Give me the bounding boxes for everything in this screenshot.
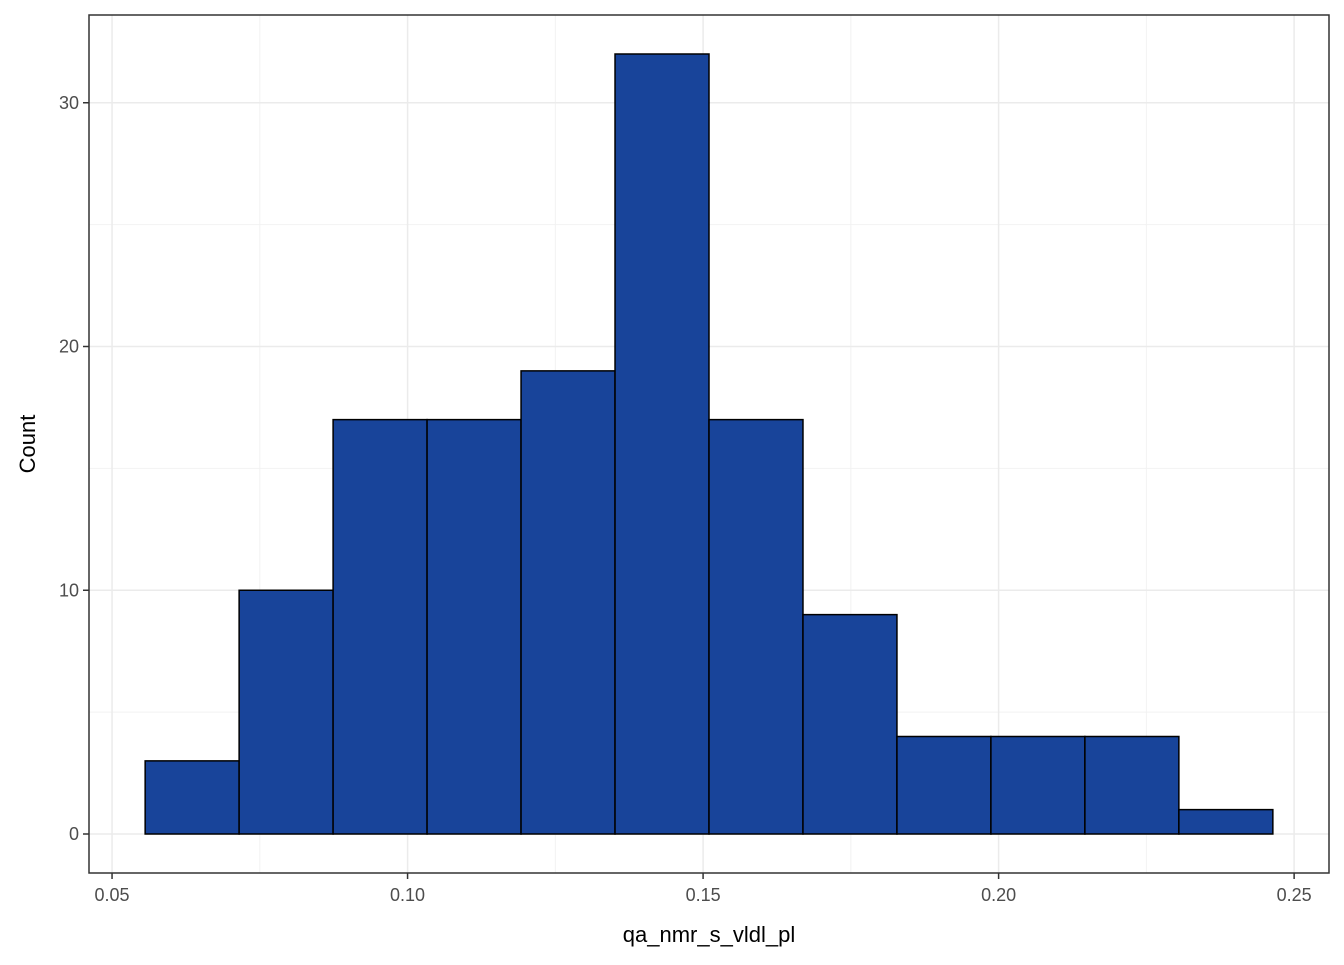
plot-border <box>88 14 1330 874</box>
bar <box>520 370 616 835</box>
bar <box>144 760 240 835</box>
bar <box>708 418 804 835</box>
bar <box>896 735 992 835</box>
y-tick-label: 0 <box>69 824 79 844</box>
bar <box>802 613 898 835</box>
bar <box>238 589 334 835</box>
bar <box>614 53 710 835</box>
y-axis-title: Count <box>15 415 40 474</box>
bar <box>332 418 428 835</box>
y-tick-label: 20 <box>59 337 79 357</box>
y-tick-label: 30 <box>59 93 79 113</box>
x-axis-title: qa_nmr_s_vldl_pl <box>623 922 795 947</box>
y-tick-label: 10 <box>59 580 79 600</box>
x-tick-label: 0.25 <box>1277 885 1312 905</box>
x-tick-label: 0.10 <box>390 885 425 905</box>
x-tick-label: 0.20 <box>981 885 1016 905</box>
x-tick-label: 0.15 <box>686 885 721 905</box>
bar <box>1178 808 1274 835</box>
bar <box>990 735 1086 835</box>
bar <box>426 418 522 835</box>
bar <box>1084 735 1180 835</box>
x-tick-label: 0.05 <box>95 885 130 905</box>
